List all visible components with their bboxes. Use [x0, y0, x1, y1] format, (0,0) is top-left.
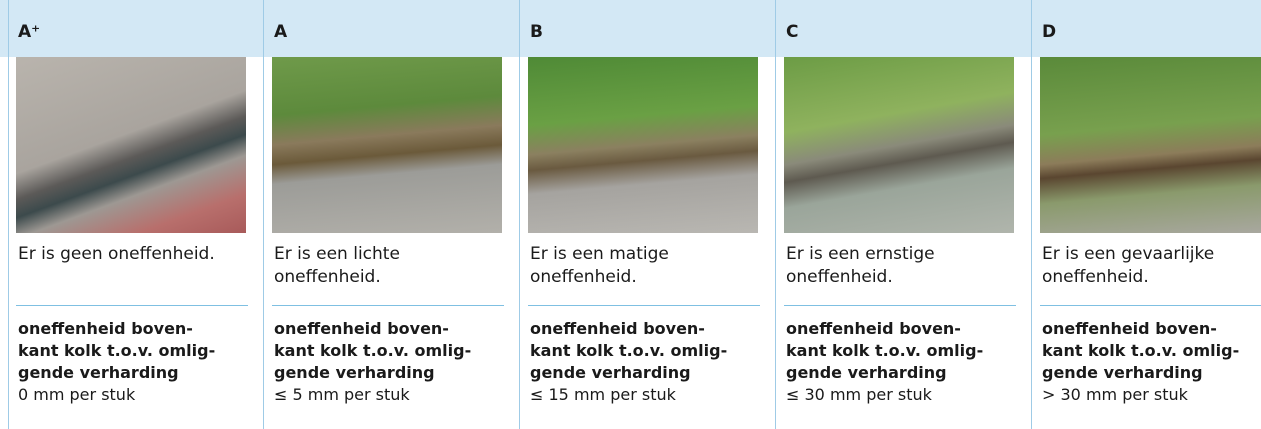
- left-border: [8, 0, 9, 429]
- column: C Er is een ernstige oneffenheid. oneffenh…: [775, 0, 1032, 429]
- measure: ≤ 5 mm per stuk: [274, 385, 410, 404]
- grade-label: A: [274, 22, 288, 42]
- criterion-line: oneffenheid boven-: [786, 319, 961, 338]
- criterion-line: gende verharding: [18, 363, 179, 382]
- criterion-line: kant kolk t.o.v. omlig-: [1042, 341, 1240, 360]
- photo: [16, 57, 246, 233]
- measure: > 30 mm per stuk: [1042, 385, 1188, 404]
- column-divider: [519, 0, 520, 429]
- criterion: oneffenheid boven-kant kolk t.o.v. omlig…: [530, 318, 727, 384]
- criterion-line: oneffenheid boven-: [274, 319, 449, 338]
- grade-label: B: [530, 22, 543, 42]
- description: Er is een ernstige oneffenheid.: [786, 244, 935, 287]
- measure: 0 mm per stuk: [18, 385, 136, 404]
- column: D Er is een gevaarlijke oneffenheid. oneff…: [1031, 0, 1261, 429]
- photo: [1040, 57, 1261, 233]
- criterion-line: gende verharding: [530, 363, 691, 382]
- criterion-line: oneffenheid boven-: [1042, 319, 1217, 338]
- criterion: oneffenheid boven-kant kolk t.o.v. omlig…: [786, 318, 983, 384]
- measure: ≤ 30 mm per stuk: [786, 385, 932, 404]
- description: Er is een matige oneffenheid.: [530, 244, 669, 287]
- criterion-line: gende verharding: [274, 363, 435, 382]
- criterion-line: kant kolk t.o.v. omlig-: [274, 341, 472, 360]
- column-divider: [775, 0, 776, 429]
- description: Er is geen oneffenheid.: [18, 244, 215, 264]
- column-divider: [263, 0, 264, 429]
- criterion-line: kant kolk t.o.v. omlig-: [530, 341, 728, 360]
- header-band: [0, 0, 1261, 57]
- column: A Er is een lichte oneffenheid. oneffenhei…: [263, 0, 520, 429]
- description: Er is een gevaarlijke oneffenheid.: [1042, 244, 1215, 287]
- divider-line: [784, 305, 1016, 306]
- divider-line: [1040, 305, 1261, 306]
- criterion-line: oneffenheid boven-: [18, 319, 193, 338]
- criterion-line: oneffenheid boven-: [530, 319, 705, 338]
- criterion-line: gende verharding: [1042, 363, 1203, 382]
- criterion-line: kant kolk t.o.v. omlig-: [18, 341, 216, 360]
- column: B Er is een matige oneffenheid. oneffenhei…: [519, 0, 776, 429]
- criterion: oneffenheid boven-kant kolk t.o.v. omlig…: [274, 318, 471, 384]
- photo: [272, 57, 502, 233]
- criterion-line: kant kolk t.o.v. omlig-: [786, 341, 984, 360]
- grade-label: C: [786, 22, 799, 42]
- photo: [784, 57, 1014, 233]
- divider-line: [272, 305, 504, 306]
- measure: ≤ 15 mm per stuk: [530, 385, 676, 404]
- divider-line: [16, 305, 248, 306]
- column: A⁺ Er is geen oneffenheid. oneffenheid bov…: [8, 0, 264, 429]
- criterion: oneffenheid boven-kant kolk t.o.v. omlig…: [1042, 318, 1239, 384]
- column-divider: [1031, 0, 1032, 429]
- description: Er is een lichte oneffenheid.: [274, 244, 400, 287]
- criterion: oneffenheid boven-kant kolk t.o.v. omlig…: [18, 318, 215, 384]
- photo: [528, 57, 758, 233]
- grade-label: A⁺: [18, 22, 41, 42]
- criterion-line: gende verharding: [786, 363, 947, 382]
- grade-label: D: [1042, 22, 1057, 42]
- divider-line: [528, 305, 760, 306]
